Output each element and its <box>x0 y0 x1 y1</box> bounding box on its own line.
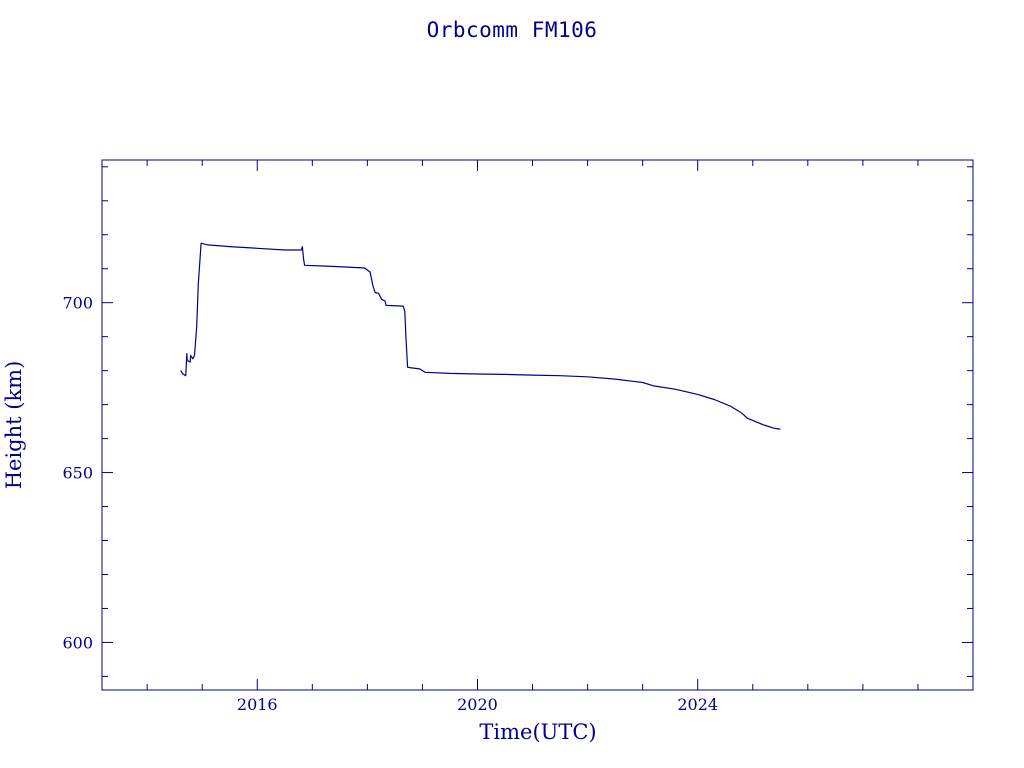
x-tick-label: 2024 <box>677 695 718 714</box>
axis-tick-labels: 2016 2020 2024 600 650 700 <box>62 294 718 714</box>
y-tick-label: 700 <box>62 294 93 313</box>
series-line <box>180 242 781 430</box>
plot-frame <box>101 159 974 691</box>
series-group <box>180 242 781 430</box>
y-tick-label: 650 <box>62 464 93 483</box>
chart-title: Orbcomm FM106 <box>427 18 598 42</box>
x-tick-label: 2020 <box>457 695 498 714</box>
x-tick-label: 2016 <box>237 695 278 714</box>
y-axis-label: Height (km) <box>2 361 26 490</box>
axis-ticks <box>102 160 974 690</box>
x-axis-label: Time(UTC) <box>479 720 596 744</box>
y-tick-label: 600 <box>62 633 93 652</box>
